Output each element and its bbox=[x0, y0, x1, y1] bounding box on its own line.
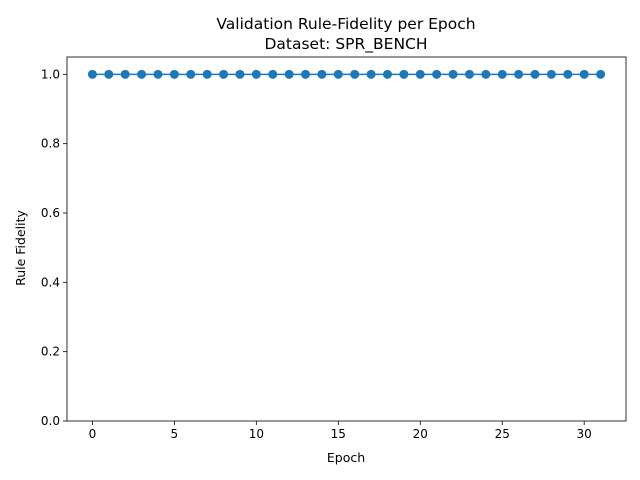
data-point bbox=[137, 69, 147, 79]
data-point bbox=[219, 69, 229, 79]
data-point bbox=[317, 69, 327, 79]
data-point bbox=[399, 69, 409, 79]
data-point bbox=[596, 69, 606, 79]
data-point bbox=[432, 69, 442, 79]
data-point bbox=[153, 69, 163, 79]
data-point bbox=[415, 69, 425, 79]
data-point bbox=[497, 69, 507, 79]
x-tick-label: 20 bbox=[413, 427, 428, 441]
data-point bbox=[235, 69, 245, 79]
data-point bbox=[104, 69, 114, 79]
data-point bbox=[202, 69, 212, 79]
data-point bbox=[366, 69, 376, 79]
x-axis-label: Epoch bbox=[327, 450, 365, 465]
data-point bbox=[333, 69, 343, 79]
x-tick-label: 25 bbox=[495, 427, 510, 441]
data-point bbox=[481, 69, 491, 79]
data-point bbox=[301, 69, 311, 79]
y-tick-label: 0.8 bbox=[41, 137, 60, 151]
y-tick-label: 0.6 bbox=[41, 206, 60, 220]
data-point bbox=[579, 69, 589, 79]
chart-title: Validation Rule-Fidelity per Epoch bbox=[216, 15, 475, 33]
chart-subtitle: Dataset: SPR_BENCH bbox=[264, 35, 427, 54]
data-point bbox=[251, 69, 261, 79]
data-point bbox=[382, 69, 392, 79]
data-point bbox=[563, 69, 573, 79]
x-tick-label: 15 bbox=[331, 427, 346, 441]
data-point bbox=[87, 69, 97, 79]
data-point bbox=[186, 69, 196, 79]
data-point bbox=[464, 69, 474, 79]
x-tick-label: 30 bbox=[577, 427, 592, 441]
x-tick-label: 0 bbox=[89, 427, 97, 441]
data-point bbox=[448, 69, 458, 79]
y-axis-label: Rule Fidelity bbox=[13, 209, 28, 285]
data-point bbox=[120, 69, 130, 79]
axes-frame bbox=[66, 56, 627, 422]
data-point bbox=[546, 69, 556, 79]
data-point bbox=[530, 69, 540, 79]
y-tick-label: 0.2 bbox=[41, 345, 60, 359]
data-point bbox=[514, 69, 524, 79]
data-point bbox=[169, 69, 179, 79]
data-point bbox=[268, 69, 278, 79]
x-tick-label: 10 bbox=[249, 427, 264, 441]
plot-area: 0 5 10 15 20 25 30 0.0 0.2 0.4 0.6 0.8 1.0 bbox=[41, 56, 627, 441]
data-point bbox=[284, 69, 294, 79]
data-point bbox=[350, 69, 360, 79]
x-tick-label: 5 bbox=[171, 427, 179, 441]
y-tick-label: 0.4 bbox=[41, 275, 60, 289]
y-tick-label: 1.0 bbox=[41, 67, 60, 81]
y-tick-label: 0.0 bbox=[41, 414, 60, 428]
